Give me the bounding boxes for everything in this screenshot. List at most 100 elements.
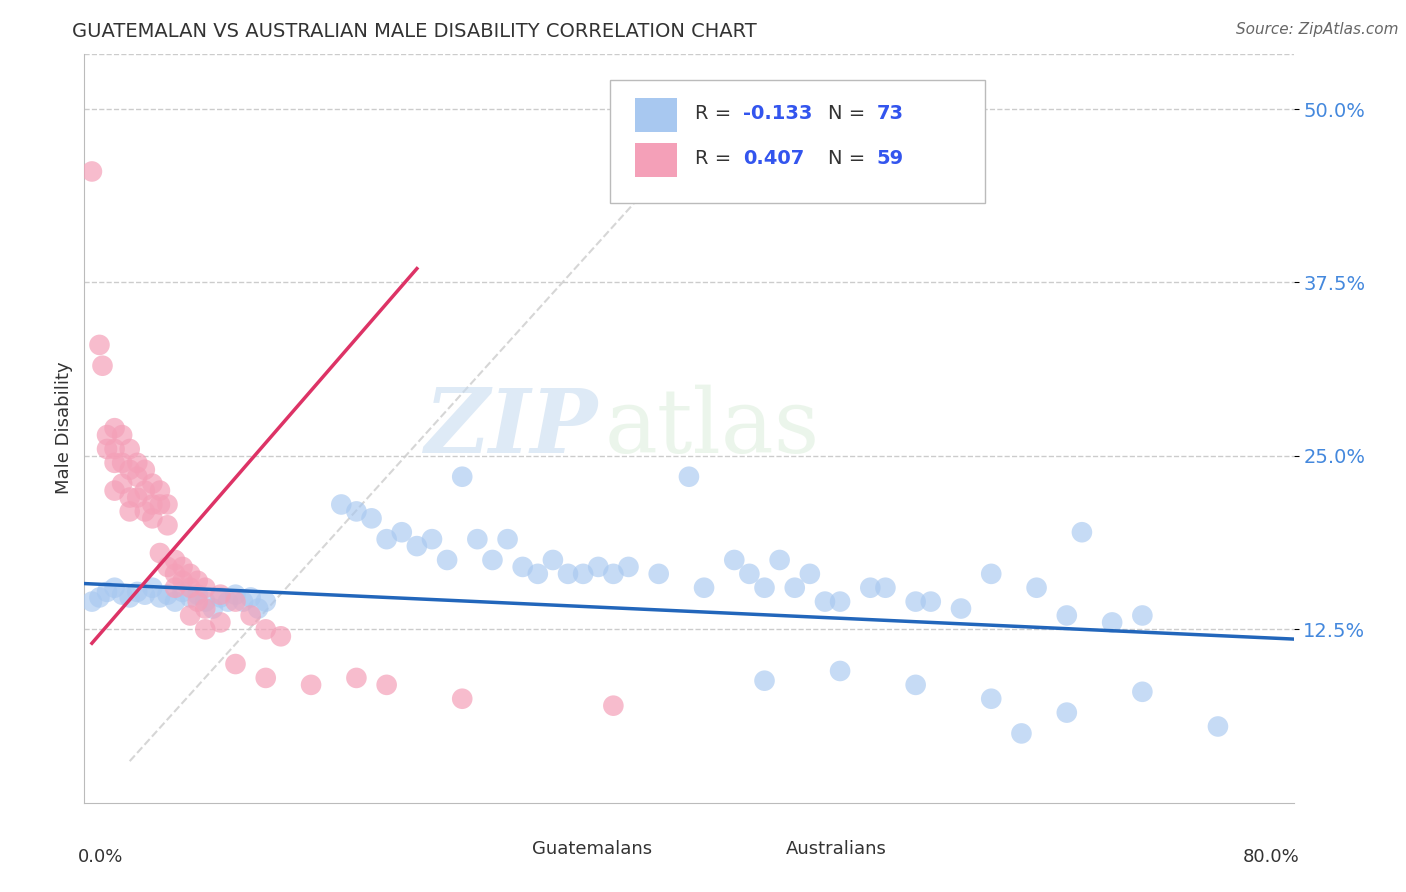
Text: -0.133: -0.133 xyxy=(744,104,813,123)
Point xyxy=(950,601,973,615)
Point xyxy=(118,504,141,518)
Point xyxy=(225,594,247,608)
Point xyxy=(527,566,550,581)
Point xyxy=(187,594,209,608)
Point xyxy=(754,673,776,688)
Text: atlas: atlas xyxy=(605,384,820,472)
Point xyxy=(156,518,179,533)
Point xyxy=(194,601,217,615)
Point xyxy=(201,601,224,615)
Point xyxy=(165,581,187,595)
Point xyxy=(96,585,118,599)
Point xyxy=(89,338,111,352)
Point xyxy=(111,456,134,470)
Point xyxy=(91,359,114,373)
Point xyxy=(156,560,179,574)
Text: N =: N = xyxy=(828,104,872,123)
Point xyxy=(330,498,353,512)
Point xyxy=(239,608,262,623)
Point xyxy=(165,566,187,581)
Point xyxy=(111,476,134,491)
Point xyxy=(141,476,163,491)
Text: R =: R = xyxy=(695,104,738,123)
Point xyxy=(270,629,292,643)
Point xyxy=(172,560,194,574)
Point xyxy=(172,574,194,588)
Point xyxy=(165,553,187,567)
Point xyxy=(814,594,837,608)
Point xyxy=(187,588,209,602)
Point xyxy=(723,553,745,567)
Point xyxy=(360,511,382,525)
Point xyxy=(172,585,194,599)
Text: 59: 59 xyxy=(876,149,904,168)
Point xyxy=(346,504,368,518)
Point xyxy=(225,588,247,602)
Point xyxy=(118,442,141,456)
Point xyxy=(572,566,595,581)
Point xyxy=(904,678,927,692)
FancyBboxPatch shape xyxy=(634,98,676,132)
Point xyxy=(194,623,217,637)
Point xyxy=(118,463,141,477)
Text: 73: 73 xyxy=(876,104,904,123)
Point xyxy=(451,469,474,483)
Point xyxy=(149,498,172,512)
Point xyxy=(127,469,149,483)
Point xyxy=(451,691,474,706)
Point xyxy=(254,671,277,685)
Point xyxy=(209,591,232,605)
Point xyxy=(225,657,247,671)
Point xyxy=(481,553,503,567)
Point xyxy=(588,560,610,574)
Point xyxy=(209,615,232,630)
Point xyxy=(179,581,201,595)
Point xyxy=(648,566,671,581)
Point xyxy=(179,608,201,623)
Point xyxy=(254,594,277,608)
Point xyxy=(141,498,163,512)
FancyBboxPatch shape xyxy=(484,834,520,863)
Point xyxy=(1101,615,1123,630)
Point xyxy=(1056,706,1078,720)
Point xyxy=(156,498,179,512)
Point xyxy=(1011,726,1033,740)
Point xyxy=(141,511,163,525)
Point xyxy=(541,553,564,567)
FancyBboxPatch shape xyxy=(634,144,676,178)
Point xyxy=(194,581,217,595)
Point xyxy=(1056,608,1078,623)
Point xyxy=(165,594,187,608)
Point xyxy=(1025,581,1047,595)
Point xyxy=(104,581,127,595)
Point xyxy=(118,591,141,605)
Point xyxy=(104,483,127,498)
Point xyxy=(111,588,134,602)
Point xyxy=(1206,719,1229,733)
FancyBboxPatch shape xyxy=(610,79,986,203)
Point xyxy=(859,581,882,595)
Point xyxy=(80,164,103,178)
Point xyxy=(254,623,277,637)
Text: GUATEMALAN VS AUSTRALIAN MALE DISABILITY CORRELATION CHART: GUATEMALAN VS AUSTRALIAN MALE DISABILITY… xyxy=(72,21,756,41)
Point xyxy=(980,691,1002,706)
Point xyxy=(693,581,716,595)
Point xyxy=(875,581,897,595)
Point xyxy=(436,553,458,567)
Point xyxy=(980,566,1002,581)
Point xyxy=(118,491,141,505)
Point xyxy=(617,560,640,574)
Point xyxy=(602,698,624,713)
Point xyxy=(920,594,942,608)
Point xyxy=(104,421,127,435)
Point xyxy=(194,594,217,608)
Point xyxy=(1130,608,1153,623)
Text: N =: N = xyxy=(828,149,872,168)
Point xyxy=(1071,525,1094,540)
Point xyxy=(557,566,579,581)
Text: Australians: Australians xyxy=(786,840,887,858)
Point xyxy=(134,483,156,498)
Point xyxy=(141,581,163,595)
Point xyxy=(904,594,927,608)
Point xyxy=(467,532,489,546)
